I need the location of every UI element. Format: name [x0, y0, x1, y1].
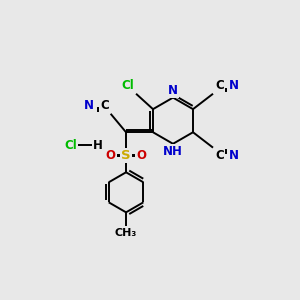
- Text: N: N: [168, 84, 178, 97]
- Text: Cl: Cl: [122, 79, 134, 92]
- Text: N: N: [84, 99, 94, 112]
- Text: H: H: [93, 139, 103, 152]
- Text: C: C: [100, 99, 109, 112]
- Text: O: O: [106, 149, 116, 162]
- Text: O: O: [136, 149, 146, 162]
- Text: S: S: [121, 149, 131, 162]
- Text: N: N: [229, 149, 239, 162]
- Text: C: C: [215, 149, 224, 162]
- Text: NH: NH: [163, 145, 183, 158]
- Text: Cl: Cl: [64, 139, 77, 152]
- Text: CH₃: CH₃: [115, 228, 137, 238]
- Text: N: N: [229, 79, 239, 92]
- Text: C: C: [215, 79, 224, 92]
